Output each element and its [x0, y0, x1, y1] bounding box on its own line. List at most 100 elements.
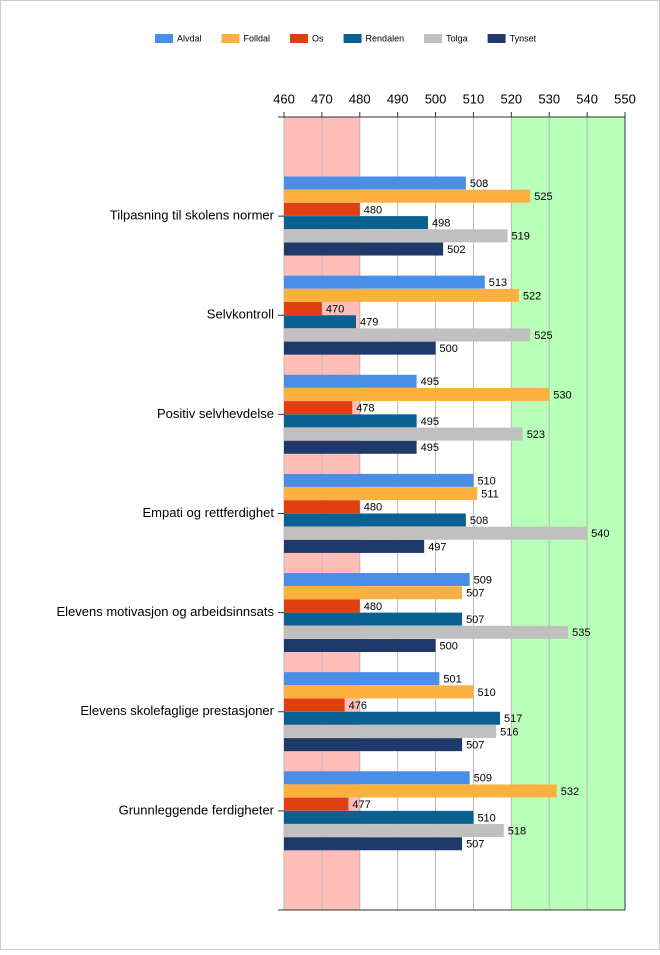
bar [284, 625, 569, 639]
bar [284, 599, 360, 613]
x-tick-label: 500 [425, 91, 447, 106]
bar [284, 513, 466, 527]
value-label: 508 [470, 515, 488, 527]
value-label: 522 [523, 290, 541, 302]
bar [284, 526, 588, 540]
x-tick-label: 510 [463, 91, 485, 106]
value-label: 511 [481, 489, 499, 501]
range-band [511, 117, 625, 910]
bar [284, 487, 478, 501]
value-label: 516 [500, 726, 518, 738]
bar [284, 672, 440, 686]
value-label: 507 [466, 839, 484, 851]
bar [284, 500, 360, 514]
y-tick-label: Grunnleggende ferdigheter [119, 802, 275, 817]
bar [284, 797, 349, 811]
value-label: 513 [489, 277, 507, 289]
value-label: 517 [504, 713, 522, 725]
value-label: 510 [477, 687, 495, 699]
y-tick-label: Elevens motivasjon og arbeidsinnsats [56, 604, 274, 619]
y-tick-label: Positiv selvhevdelse [157, 406, 274, 421]
bar [284, 837, 463, 851]
value-label: 498 [432, 218, 450, 230]
bar [284, 275, 485, 289]
value-label: 480 [364, 204, 382, 216]
bar [284, 401, 353, 415]
value-label: 507 [466, 588, 484, 600]
x-tick-label: 530 [538, 91, 560, 106]
value-label: 500 [440, 640, 458, 652]
bar [284, 202, 360, 216]
value-label: 495 [421, 442, 439, 454]
bar [284, 639, 436, 653]
bar [284, 573, 470, 587]
bar [284, 711, 500, 725]
legend-label: Folldal [244, 33, 271, 43]
legend-swatch [487, 34, 506, 43]
bar [284, 810, 474, 824]
bar [284, 698, 345, 712]
value-label: 509 [474, 773, 492, 785]
bar [284, 189, 531, 203]
legend-label: Alvdal [177, 33, 202, 43]
value-label: 500 [440, 343, 458, 355]
legend-label: Rendalen [366, 33, 405, 43]
value-label: 523 [527, 429, 545, 441]
bar [284, 427, 523, 441]
value-label: 510 [477, 812, 495, 824]
x-tick-label: 470 [311, 91, 333, 106]
value-label: 532 [561, 786, 579, 798]
bar [284, 724, 497, 738]
value-label: 497 [428, 541, 446, 553]
bar [284, 242, 444, 256]
y-tick-label: Selvkontroll [207, 307, 274, 322]
bar [284, 387, 550, 401]
bar [284, 440, 417, 454]
value-label: 519 [512, 231, 530, 243]
bar [284, 612, 463, 626]
value-label: 530 [553, 389, 571, 401]
legend-swatch [155, 34, 173, 43]
value-label: 501 [443, 674, 461, 686]
bar [284, 216, 428, 230]
bar [284, 685, 474, 699]
value-label: 476 [349, 700, 367, 712]
bar [284, 784, 557, 798]
bar [284, 738, 463, 752]
value-label: 525 [534, 330, 552, 342]
bar [284, 414, 417, 428]
x-tick-label: 490 [387, 91, 409, 106]
value-label: 470 [326, 303, 344, 315]
value-label: 480 [364, 601, 382, 613]
bar [284, 288, 519, 302]
bar [284, 328, 531, 342]
x-tick-label: 550 [614, 91, 636, 106]
legend-label: Os [312, 33, 324, 43]
bar [284, 341, 436, 355]
value-label: 535 [572, 627, 590, 639]
bar [284, 824, 504, 838]
value-label: 478 [356, 403, 374, 415]
y-tick-label: Elevens skolefaglige prestasjoner [80, 703, 274, 718]
value-label: 480 [364, 502, 382, 514]
bar [284, 229, 508, 243]
bar [284, 302, 322, 316]
x-tick-label: 480 [349, 91, 371, 106]
value-label: 479 [360, 317, 378, 329]
value-label: 477 [352, 799, 370, 811]
bar [284, 586, 463, 600]
bar [284, 374, 417, 388]
bar [284, 473, 474, 487]
value-label: 540 [591, 528, 609, 540]
value-label: 518 [508, 825, 526, 837]
legend-swatch [343, 34, 362, 43]
value-label: 502 [447, 244, 465, 256]
x-tick-label: 520 [500, 91, 522, 106]
bar [284, 176, 466, 190]
x-tick-label: 460 [273, 91, 295, 106]
value-label: 495 [421, 416, 439, 428]
bar [284, 771, 470, 785]
value-label: 525 [534, 191, 552, 203]
value-label: 508 [470, 178, 488, 190]
